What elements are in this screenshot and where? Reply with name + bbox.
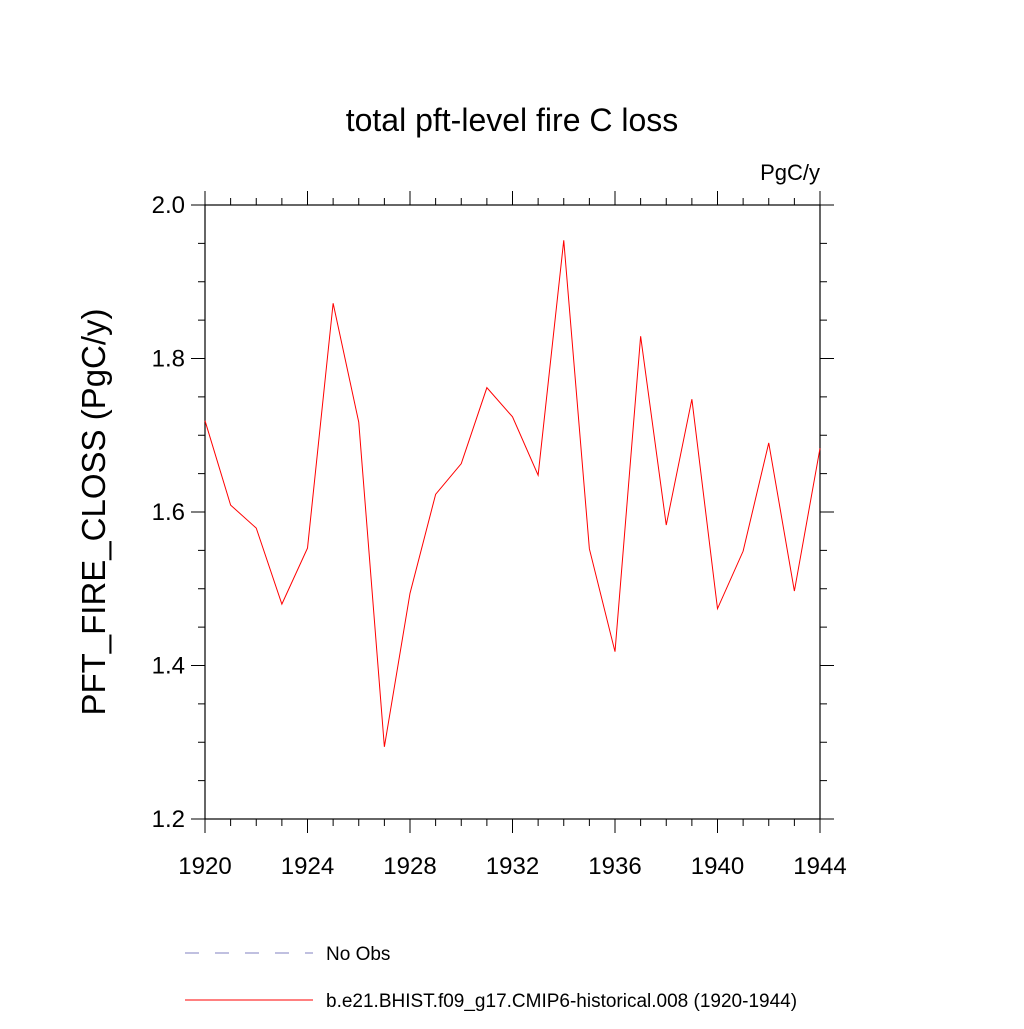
x-tick-label: 1924 bbox=[281, 853, 334, 880]
x-tick-label: 1936 bbox=[588, 853, 641, 880]
y-tick-label: 1.6 bbox=[152, 499, 185, 526]
y-tick-label: 1.2 bbox=[152, 806, 185, 833]
y-tick-label: 1.4 bbox=[152, 653, 185, 680]
x-tick-label: 1944 bbox=[793, 853, 846, 880]
units-label: PgC/y bbox=[760, 160, 820, 185]
x-tick-label: 1928 bbox=[383, 853, 436, 880]
x-tick-label: 1940 bbox=[691, 853, 744, 880]
chart-title: total pft-level fire C loss bbox=[346, 102, 679, 138]
legend-label: No Obs bbox=[326, 944, 390, 965]
x-tick-label: 1932 bbox=[486, 853, 539, 880]
legend-label: b.e21.BHIST.f09_g17.CMIP6-historical.008… bbox=[326, 991, 797, 1012]
y-tick-label: 2.0 bbox=[152, 192, 185, 219]
y-axis-label: PFT_FIRE_CLOSS (PgC/y) bbox=[75, 308, 112, 715]
data-line bbox=[204, 240, 821, 747]
y-tick-label: 1.8 bbox=[152, 346, 185, 373]
x-tick-label: 1920 bbox=[178, 853, 231, 880]
plot-frame bbox=[204, 204, 821, 820]
